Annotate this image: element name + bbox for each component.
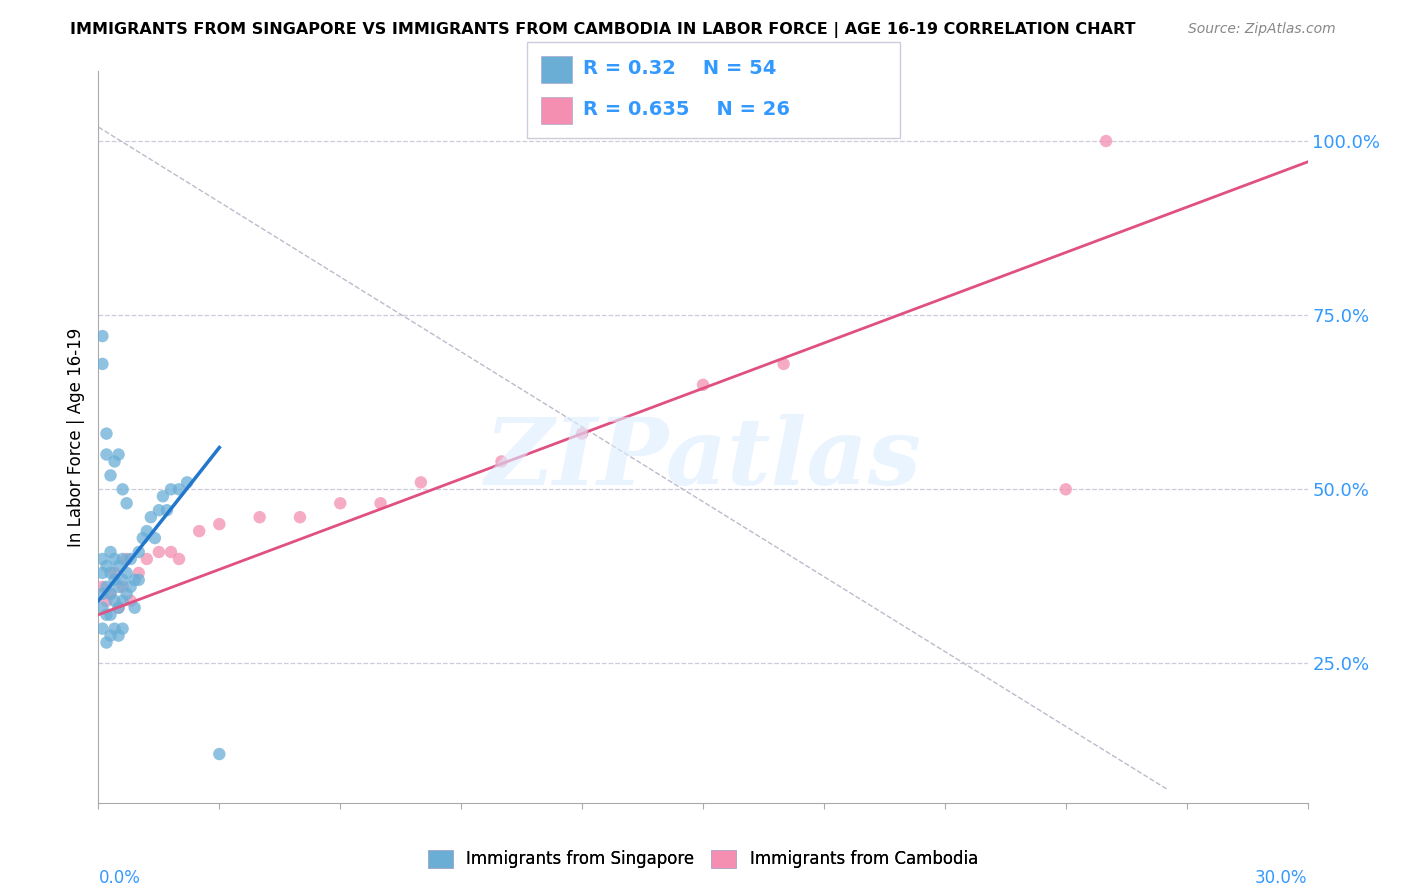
Point	[96, 594, 118, 608]
Point	[96, 448, 118, 462]
Point	[128, 566, 150, 580]
Point	[91, 552, 114, 566]
Point	[1054, 483, 1077, 497]
Point	[120, 580, 142, 594]
Point	[91, 600, 114, 615]
Point	[152, 489, 174, 503]
Point	[111, 573, 134, 587]
Point	[188, 524, 211, 538]
Text: 0.0%: 0.0%	[98, 869, 141, 887]
Point	[208, 517, 231, 532]
Legend: Immigrants from Singapore, Immigrants from Cambodia: Immigrants from Singapore, Immigrants fr…	[422, 843, 984, 875]
Text: 30.0%: 30.0%	[1256, 869, 1308, 887]
Point	[115, 496, 138, 510]
Point	[491, 454, 513, 468]
Point	[111, 594, 134, 608]
Point	[100, 468, 122, 483]
Point	[96, 635, 118, 649]
Point	[111, 552, 134, 566]
Point	[128, 573, 150, 587]
Point	[143, 531, 166, 545]
Point	[115, 587, 138, 601]
Text: ZIPatlas: ZIPatlas	[485, 414, 921, 504]
Point	[91, 566, 114, 580]
Text: R = 0.32    N = 54: R = 0.32 N = 54	[583, 59, 778, 78]
Point	[107, 629, 129, 643]
Point	[91, 329, 114, 343]
Point	[107, 448, 129, 462]
Text: IMMIGRANTS FROM SINGAPORE VS IMMIGRANTS FROM CAMBODIA IN LABOR FORCE | AGE 16-19: IMMIGRANTS FROM SINGAPORE VS IMMIGRANTS …	[70, 22, 1136, 38]
Point	[100, 587, 122, 601]
Point	[176, 475, 198, 490]
Point	[409, 475, 432, 490]
Point	[135, 552, 157, 566]
Point	[96, 426, 118, 441]
Point	[128, 545, 150, 559]
Point	[571, 426, 593, 441]
Point	[370, 496, 392, 510]
Point	[111, 622, 134, 636]
Point	[132, 531, 155, 545]
Point	[156, 503, 179, 517]
Point	[96, 607, 118, 622]
Point	[160, 483, 183, 497]
Point	[91, 580, 114, 594]
Point	[100, 587, 122, 601]
Point	[103, 552, 125, 566]
Y-axis label: In Labor Force | Age 16-19: In Labor Force | Age 16-19	[66, 327, 84, 547]
Point	[115, 552, 138, 566]
Point	[167, 483, 190, 497]
Point	[96, 558, 118, 573]
Point	[100, 545, 122, 559]
Point	[91, 357, 114, 371]
Point	[692, 377, 714, 392]
Text: Source: ZipAtlas.com: Source: ZipAtlas.com	[1188, 22, 1336, 37]
Point	[288, 510, 311, 524]
Point	[120, 594, 142, 608]
Point	[107, 580, 129, 594]
Point	[96, 580, 118, 594]
Point	[100, 607, 122, 622]
Point	[120, 552, 142, 566]
Point	[107, 558, 129, 573]
Point	[107, 600, 129, 615]
Point	[111, 483, 134, 497]
Point	[103, 573, 125, 587]
Point	[167, 552, 190, 566]
Point	[100, 566, 122, 580]
Point	[103, 622, 125, 636]
Point	[107, 600, 129, 615]
Point	[148, 503, 170, 517]
Point	[111, 580, 134, 594]
Point	[103, 566, 125, 580]
Point	[160, 545, 183, 559]
Point	[329, 496, 352, 510]
Point	[91, 587, 114, 601]
Point	[135, 524, 157, 538]
Point	[1095, 134, 1118, 148]
Point	[91, 622, 114, 636]
Point	[124, 600, 146, 615]
Point	[139, 510, 162, 524]
Point	[148, 545, 170, 559]
Point	[103, 454, 125, 468]
Point	[103, 594, 125, 608]
Point	[100, 629, 122, 643]
Point	[115, 566, 138, 580]
Point	[208, 747, 231, 761]
Text: R = 0.635    N = 26: R = 0.635 N = 26	[583, 100, 790, 120]
Point	[249, 510, 271, 524]
Point	[772, 357, 794, 371]
Point	[124, 573, 146, 587]
